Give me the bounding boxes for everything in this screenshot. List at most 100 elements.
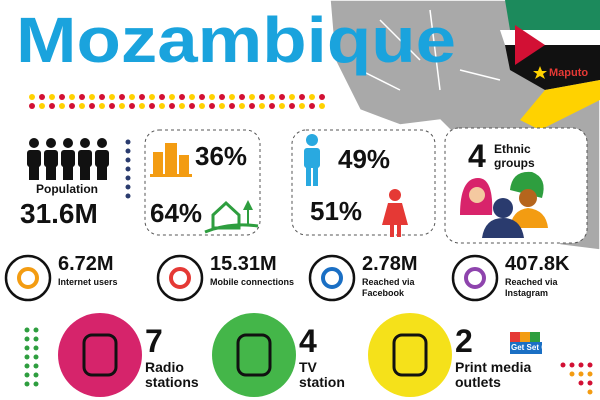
person <box>29 165 39 180</box>
stat-label: Internet users <box>58 277 118 287</box>
person <box>97 138 107 148</box>
dot <box>169 94 175 100</box>
icon <box>17 267 39 289</box>
person <box>63 138 73 148</box>
dot <box>309 94 315 100</box>
dot <box>79 94 85 100</box>
person <box>29 138 39 148</box>
dot <box>319 103 325 109</box>
dot <box>33 345 39 351</box>
dot <box>249 94 255 100</box>
media-icon <box>82 333 118 377</box>
dot <box>578 380 584 386</box>
dot <box>33 336 39 342</box>
dot <box>99 94 105 100</box>
media-circle <box>58 313 142 397</box>
dot <box>289 94 295 100</box>
dot <box>59 94 65 100</box>
dot <box>219 103 225 109</box>
person <box>63 165 73 180</box>
stat-value: 2.78M <box>362 253 418 275</box>
media-label: Print media <box>455 359 531 375</box>
logo-text: Get Set Go <box>511 343 552 352</box>
media-count: 2 <box>455 323 473 359</box>
dot <box>149 94 155 100</box>
dot <box>24 381 30 387</box>
person <box>46 165 56 180</box>
dot <box>99 103 105 109</box>
media-count: 7 <box>145 323 163 359</box>
dot <box>199 103 205 109</box>
capital-star <box>533 66 547 79</box>
digital-row: 6.72M Internet users 15.31M Mobile connecti… <box>4 253 570 302</box>
person <box>44 150 58 167</box>
dot <box>29 103 35 109</box>
media-count: 4 <box>299 323 317 359</box>
rural-icon <box>204 200 259 234</box>
dot <box>249 103 255 109</box>
dot <box>587 389 593 395</box>
dot <box>125 175 131 181</box>
dot <box>39 103 45 109</box>
dot <box>24 372 30 378</box>
person <box>80 138 90 148</box>
dot <box>299 103 305 109</box>
rural-value: 64% <box>150 198 202 228</box>
icon <box>169 267 191 289</box>
dot <box>229 94 235 100</box>
stat-label: Facebook <box>362 288 405 298</box>
dot <box>49 103 55 109</box>
media-label: station <box>299 374 345 390</box>
stat-value: 15.31M <box>210 253 277 275</box>
dot <box>179 103 185 109</box>
dot <box>24 354 30 360</box>
dot <box>29 94 35 100</box>
dot <box>49 94 55 100</box>
dot <box>24 327 30 333</box>
dot <box>319 94 325 100</box>
person <box>80 165 90 180</box>
dot <box>309 103 315 109</box>
stat-label: Instagram <box>505 288 548 298</box>
dot <box>109 94 115 100</box>
icon-circle <box>308 254 356 302</box>
dot <box>269 103 275 109</box>
dot <box>33 372 39 378</box>
dot <box>33 354 39 360</box>
urban-value: 36% <box>195 141 247 171</box>
dot <box>129 103 135 109</box>
dot <box>89 94 95 100</box>
dot <box>259 94 265 100</box>
person <box>97 165 107 180</box>
dot <box>578 362 584 368</box>
dot <box>24 345 30 351</box>
dot <box>33 327 39 333</box>
dot <box>560 362 566 368</box>
media-label: outlets <box>455 374 501 390</box>
media-circle <box>368 313 452 397</box>
stat-label: Reached via <box>362 277 416 287</box>
dot <box>125 139 131 145</box>
stat-value: 407.8K <box>505 253 570 275</box>
ethnic-icon <box>460 171 548 238</box>
dot <box>587 371 593 377</box>
dot <box>569 362 575 368</box>
dot <box>119 103 125 109</box>
population-icon <box>27 138 109 180</box>
person <box>27 150 41 167</box>
dot <box>587 362 593 368</box>
person <box>46 138 56 148</box>
dot <box>219 94 225 100</box>
dot <box>149 103 155 109</box>
dot <box>89 103 95 109</box>
population-label: Population <box>36 182 98 196</box>
dot <box>199 94 205 100</box>
dot <box>169 103 175 109</box>
person <box>61 150 75 167</box>
dot <box>279 94 285 100</box>
dot <box>125 157 131 163</box>
dot <box>179 94 185 100</box>
media-label: TV <box>299 359 318 375</box>
population-value: 31.6M <box>20 198 98 229</box>
